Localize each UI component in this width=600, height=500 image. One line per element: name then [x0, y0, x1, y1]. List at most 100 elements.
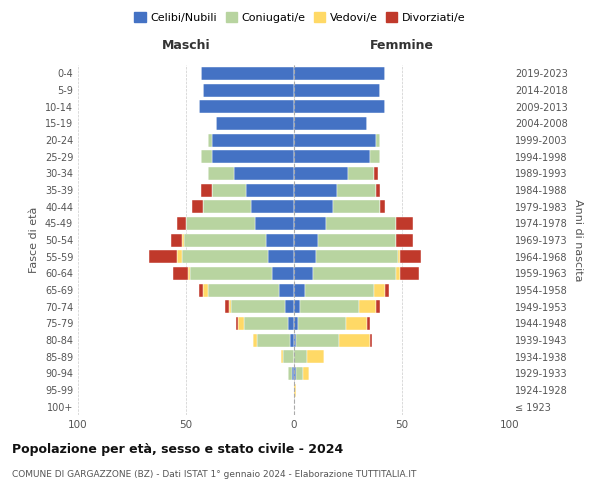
Bar: [229, 300, 232, 313]
Bar: [305, 284, 374, 296]
Bar: [212, 134, 294, 146]
Bar: [290, 334, 294, 346]
Bar: [208, 134, 212, 146]
Bar: [385, 284, 389, 296]
Bar: [294, 367, 296, 380]
Bar: [400, 250, 421, 263]
Bar: [236, 317, 238, 330]
Bar: [316, 250, 398, 263]
Bar: [238, 317, 244, 330]
Bar: [253, 334, 257, 346]
Bar: [268, 250, 294, 263]
Bar: [190, 267, 272, 280]
Bar: [216, 117, 294, 130]
Bar: [318, 234, 395, 246]
Bar: [294, 284, 305, 296]
Bar: [294, 350, 307, 363]
Bar: [201, 184, 212, 196]
Bar: [201, 67, 294, 80]
Bar: [294, 84, 380, 96]
Bar: [380, 200, 385, 213]
Bar: [286, 300, 294, 313]
Bar: [287, 367, 292, 380]
Bar: [294, 117, 367, 130]
Bar: [203, 284, 208, 296]
Bar: [188, 267, 190, 280]
Bar: [298, 317, 346, 330]
Bar: [400, 267, 419, 280]
Bar: [359, 300, 376, 313]
Bar: [294, 134, 376, 146]
Bar: [346, 317, 367, 330]
Bar: [279, 284, 294, 296]
Bar: [370, 334, 372, 346]
Bar: [244, 317, 287, 330]
Bar: [294, 200, 333, 213]
Bar: [337, 184, 376, 196]
Bar: [376, 134, 380, 146]
Bar: [294, 267, 313, 280]
Bar: [294, 150, 370, 163]
Bar: [376, 184, 380, 196]
Bar: [199, 284, 203, 296]
Text: COMUNE DI GARGAZZONE (BZ) - Dati ISTAT 1° gennaio 2024 - Elaborazione TUTTITALIA: COMUNE DI GARGAZZONE (BZ) - Dati ISTAT 1…: [12, 470, 416, 479]
Bar: [257, 334, 290, 346]
Bar: [333, 200, 380, 213]
Bar: [182, 250, 268, 263]
Bar: [283, 350, 294, 363]
Bar: [294, 184, 337, 196]
Bar: [199, 100, 294, 113]
Bar: [208, 167, 233, 180]
Bar: [212, 184, 247, 196]
Y-axis label: Anni di nascita: Anni di nascita: [573, 198, 583, 281]
Bar: [272, 267, 294, 280]
Bar: [294, 217, 326, 230]
Bar: [182, 234, 184, 246]
Bar: [203, 84, 294, 96]
Bar: [294, 317, 298, 330]
Bar: [255, 217, 294, 230]
Bar: [374, 167, 378, 180]
Bar: [294, 334, 296, 346]
Bar: [367, 317, 370, 330]
Bar: [208, 284, 279, 296]
Bar: [376, 300, 380, 313]
Bar: [294, 250, 316, 263]
Bar: [149, 250, 178, 263]
Bar: [294, 300, 301, 313]
Bar: [348, 167, 374, 180]
Bar: [201, 150, 212, 163]
Bar: [193, 200, 203, 213]
Bar: [395, 217, 413, 230]
Bar: [186, 217, 255, 230]
Bar: [294, 384, 296, 396]
Bar: [296, 334, 340, 346]
Bar: [247, 184, 294, 196]
Bar: [326, 217, 395, 230]
Y-axis label: Fasce di età: Fasce di età: [29, 207, 39, 273]
Bar: [296, 367, 302, 380]
Bar: [266, 234, 294, 246]
Bar: [225, 300, 229, 313]
Bar: [374, 284, 385, 296]
Bar: [370, 150, 380, 163]
Bar: [178, 217, 186, 230]
Text: Popolazione per età, sesso e stato civile - 2024: Popolazione per età, sesso e stato civil…: [12, 442, 343, 456]
Bar: [173, 267, 188, 280]
Bar: [184, 234, 266, 246]
Bar: [395, 267, 400, 280]
Bar: [251, 200, 294, 213]
Bar: [232, 300, 286, 313]
Bar: [171, 234, 182, 246]
Bar: [233, 167, 294, 180]
Bar: [294, 67, 385, 80]
Bar: [398, 250, 400, 263]
Bar: [294, 234, 318, 246]
Bar: [281, 350, 283, 363]
Bar: [203, 200, 251, 213]
Bar: [307, 350, 324, 363]
Legend: Celibi/Nubili, Coniugati/e, Vedovi/e, Divorziati/e: Celibi/Nubili, Coniugati/e, Vedovi/e, Di…: [130, 8, 470, 28]
Bar: [294, 100, 385, 113]
Bar: [178, 250, 182, 263]
Bar: [302, 367, 309, 380]
